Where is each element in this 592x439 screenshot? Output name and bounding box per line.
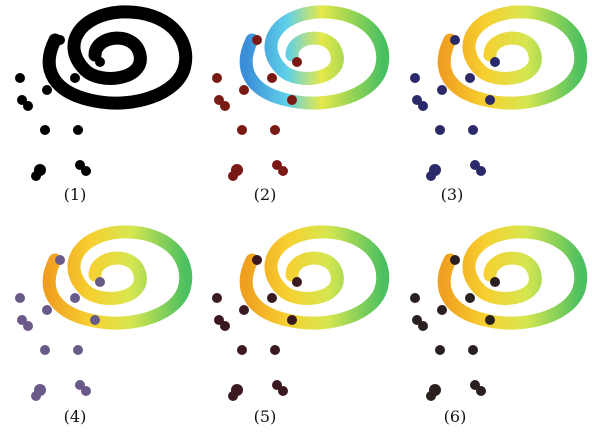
page: (1) (2) (3) (4) (5) (6) (() => { const d… xyxy=(0,0,592,439)
panel xyxy=(15,232,186,401)
spiral xyxy=(444,232,581,323)
panel-label: (1) xyxy=(64,185,87,204)
panel-label: (4) xyxy=(64,407,87,426)
panel-label: (6) xyxy=(444,407,467,426)
spiral xyxy=(246,12,383,103)
spiral xyxy=(444,12,581,103)
figure: (1) (2) (3) (4) (5) (6) xyxy=(0,0,592,439)
spiral xyxy=(49,12,186,103)
panel-label: (3) xyxy=(441,185,464,204)
panel xyxy=(15,12,186,181)
panel xyxy=(212,232,383,401)
panel xyxy=(410,12,581,181)
panel xyxy=(212,12,383,181)
spiral xyxy=(49,232,186,323)
panel xyxy=(410,232,581,401)
spiral xyxy=(246,232,383,323)
panel-label: (5) xyxy=(254,407,277,426)
panel-label: (2) xyxy=(254,185,277,204)
